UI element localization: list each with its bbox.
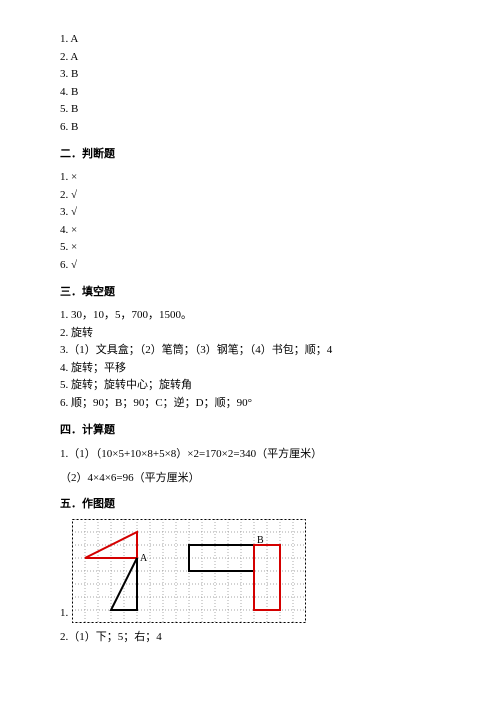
- s3-item: 5. 旋转；旋转中心；旋转角: [60, 377, 440, 394]
- section3-title: 三．填空题: [60, 283, 440, 299]
- section4-title: 四．计算题: [60, 421, 440, 437]
- section5-title: 五．作图题: [60, 495, 440, 511]
- s3-item: 3.（1）文具盒；（2）笔筒；（3）钢笔；（4）书包；顺；4: [60, 342, 440, 359]
- s2-item: 4. ×: [60, 222, 440, 239]
- s1-item: 6. B: [60, 119, 440, 136]
- s2-item: 3. √: [60, 204, 440, 221]
- svg-text:B: B: [257, 535, 264, 546]
- s1-item: 3. B: [60, 66, 440, 83]
- s3-item: 6. 顺；90；B；90；C；逆；D；顺；90°: [60, 395, 440, 412]
- section4: 1.（1）（10×5+10×8+5×8）×2=170×2=340（平方厘米） （…: [60, 445, 440, 485]
- s2-item: 5. ×: [60, 239, 440, 256]
- s1-item: 1. A: [60, 31, 440, 48]
- section1: 1. A 2. A 3. B 4. B 5. B 6. B: [60, 31, 440, 135]
- s2-item: 2. √: [60, 187, 440, 204]
- s3-item: 1. 30，10，5，700，1500。: [60, 307, 440, 324]
- svg-text:A: A: [140, 553, 148, 564]
- s2-item: 1. ×: [60, 169, 440, 186]
- s1-item: 4. B: [60, 84, 440, 101]
- s2-item: 6. √: [60, 257, 440, 274]
- section3: 1. 30，10，5，700，1500。 2. 旋转 3.（1）文具盒；（2）笔…: [60, 307, 440, 411]
- s4-q1a: 1.（1）（10×5+10×8+5×8）×2=170×2=340（平方厘米）: [60, 445, 440, 461]
- section2-title: 二．判断题: [60, 145, 440, 161]
- grid-figure: AB: [72, 519, 306, 623]
- section5: 1. AB 2.（1）下；5；右；4: [60, 519, 440, 646]
- figure-1-label: 1.: [60, 607, 68, 619]
- s1-item: 5. B: [60, 101, 440, 118]
- s3-item: 4. 旋转；平移: [60, 360, 440, 377]
- s1-item: 2. A: [60, 49, 440, 66]
- s4-q1b: （2）4×4×6=96（平方厘米）: [60, 469, 440, 485]
- section2: 1. × 2. √ 3. √ 4. × 5. × 6. √: [60, 169, 440, 273]
- s5-q2: 2.（1）下；5；右；4: [60, 629, 440, 646]
- s3-item: 2. 旋转: [60, 325, 440, 342]
- answer-key-page: 1. A 2. A 3. B 4. B 5. B 6. B 二．判断题 1. ×…: [0, 0, 500, 667]
